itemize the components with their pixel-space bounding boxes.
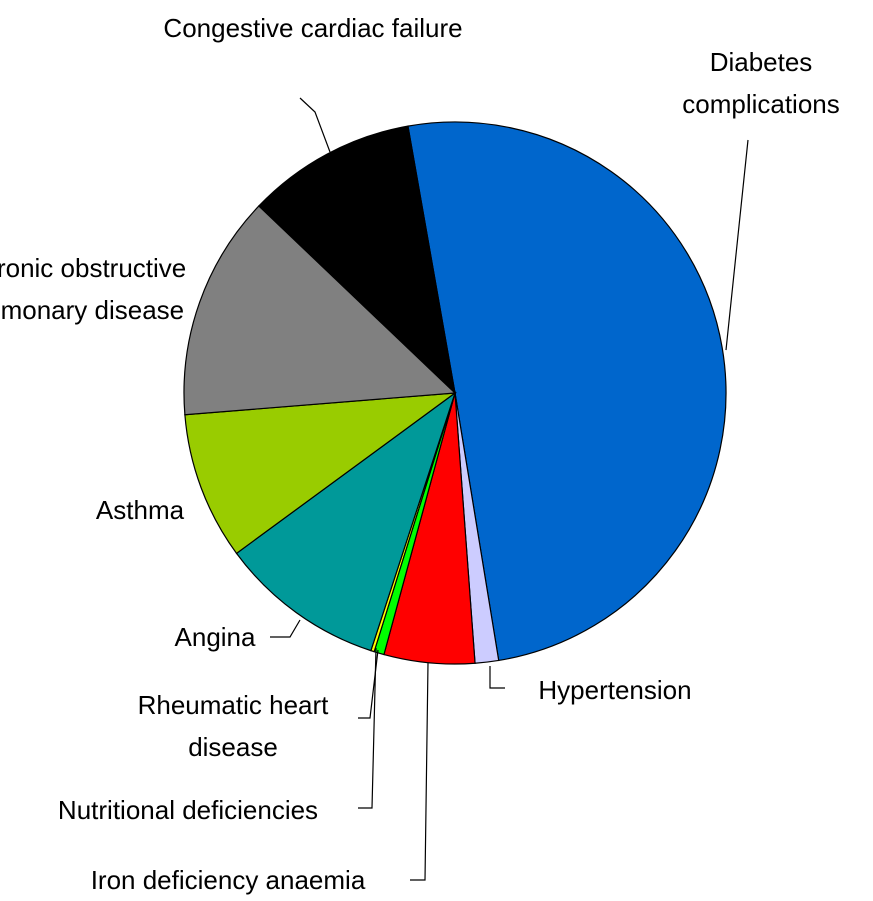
leader-line [299, 97, 331, 153]
slice-label: Diabetes complications [682, 47, 840, 119]
pie-slice [258, 125, 456, 395]
slice-label: Angina [174, 622, 256, 652]
leader-line [270, 619, 301, 638]
leader-line [358, 647, 377, 809]
leader-line [410, 662, 429, 881]
pie-slice [235, 391, 457, 652]
slice-label: Congestive cardiac failure [163, 13, 463, 43]
leader-line [358, 649, 379, 719]
slice-label: Chronic obstructive pulmonary disease [0, 253, 187, 325]
pie-slice [184, 392, 458, 555]
leader-line [725, 139, 749, 351]
pie-slice [407, 121, 727, 662]
pie-slice [183, 205, 457, 416]
slice-label: Asthma [95, 495, 185, 525]
slice-label: Nutritional deficiencies [57, 795, 319, 825]
leader-line [489, 666, 505, 689]
slice-label: Rheumatic heart disease [137, 690, 329, 762]
slice-label: Iron deficiency anaemia [90, 865, 366, 895]
slice-label: Hypertension [538, 675, 692, 705]
